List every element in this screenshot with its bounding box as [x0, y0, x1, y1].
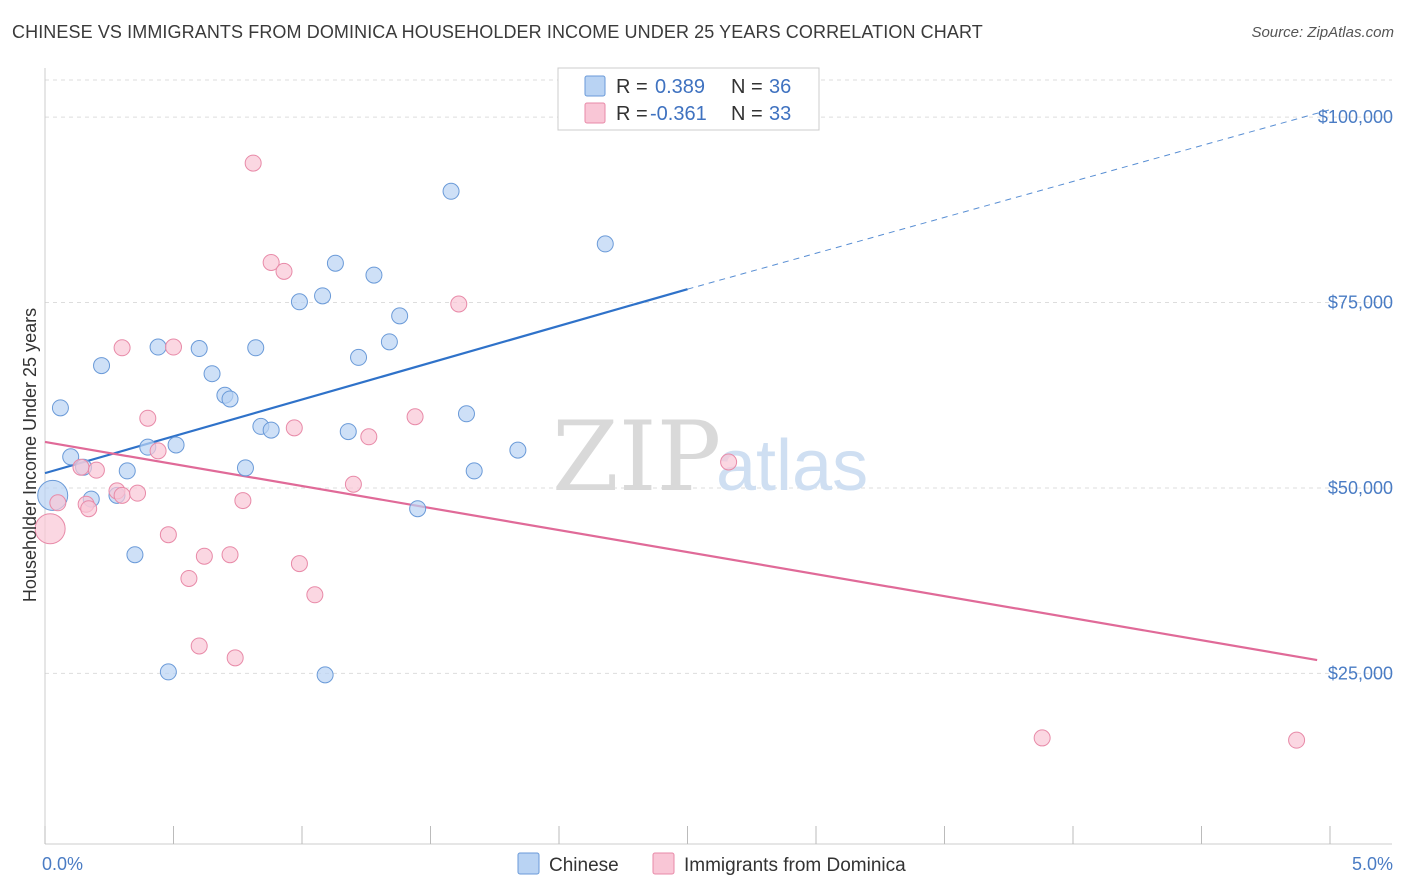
dominica-point [180, 569, 198, 587]
x-tick-label-min: 0.0% [42, 854, 83, 874]
chinese-point [596, 235, 614, 253]
dominica-point [344, 475, 362, 493]
dominica-point [80, 500, 98, 518]
chinese-point [159, 663, 177, 681]
chinese-point [365, 266, 383, 284]
chinese-point [316, 666, 334, 684]
chinese-point [93, 357, 111, 375]
axes [44, 68, 1392, 845]
dominica-point [306, 586, 324, 604]
dominica-point [195, 547, 213, 565]
chinese-point [442, 182, 460, 200]
legend-n-value: 33 [769, 103, 791, 125]
y-tick-label: $50,000 [1328, 478, 1393, 498]
chinese-point [290, 293, 308, 311]
x-tick-labels: 0.0% 5.0% [42, 854, 1393, 874]
series-legend-swatch-dominica [652, 852, 675, 875]
legend-n-value: 36 [769, 76, 791, 98]
x-tick-label-max: 5.0% [1352, 854, 1393, 874]
watermark-zip: ZIP [552, 401, 721, 513]
watermark-atlas: atlas [716, 426, 868, 506]
dominica-point [149, 442, 167, 460]
dominica-point [290, 555, 308, 573]
chinese-point [380, 333, 398, 351]
legend-r-value: 0.389 [655, 76, 705, 98]
dominica-point [139, 409, 157, 427]
legend-r-label: R = [616, 76, 648, 98]
chinese-trend-extension [687, 109, 1331, 290]
dominica-point [165, 338, 182, 356]
dominica-point [450, 295, 468, 313]
chinese-point [118, 462, 136, 480]
chinese-point [221, 390, 239, 408]
chinese-point [326, 254, 344, 272]
dominica-point [190, 637, 208, 655]
dominica-trend-line [44, 440, 1318, 662]
chinese-point [190, 340, 208, 358]
chinese-point [236, 459, 254, 477]
y-tick-label: $100,000 [1318, 107, 1393, 127]
dominica-point [129, 484, 147, 502]
legend-swatch-dominica [584, 102, 606, 124]
chinese-point [314, 287, 332, 305]
dominica-point [221, 546, 239, 564]
series-legend-swatch-chinese [517, 852, 540, 875]
chinese-point [262, 421, 280, 439]
chinese-point [509, 441, 527, 459]
chinese-point [350, 348, 368, 366]
chinese-point [409, 500, 427, 518]
chinese-point [126, 546, 144, 564]
dominica-point [406, 408, 424, 426]
dominica-point [34, 513, 66, 545]
dominica-point [226, 649, 244, 667]
legend-n-label: N = [731, 103, 763, 125]
legend-r-value: -0.361 [650, 103, 707, 125]
chinese-point [391, 307, 409, 325]
legend-r-label: R = [616, 103, 648, 125]
dominica-point [360, 428, 378, 446]
chinese-point [457, 405, 475, 423]
chart-title: CHINESE VS IMMIGRANTS FROM DOMINICA HOUS… [12, 22, 983, 42]
chinese-point [167, 436, 185, 454]
data-points [34, 154, 1306, 749]
chinese-point [339, 423, 357, 441]
y-tick-labels: $25,000 $50,000 $75,000 $100,000 [1318, 107, 1393, 683]
dominica-point [275, 262, 293, 280]
y-axis-label: Householder Income Under 25 years [20, 308, 40, 602]
y-tick-label: $75,000 [1328, 293, 1393, 313]
dominica-point [234, 492, 252, 510]
chinese-point [62, 448, 80, 466]
dominica-point [262, 253, 280, 271]
dominica-point [285, 419, 303, 437]
legend-n-label: N = [731, 76, 763, 98]
series-legend-label-chinese: Chinese [549, 855, 619, 876]
dominica-point [113, 339, 131, 357]
chinese-point [465, 462, 483, 480]
dominica-point [1033, 729, 1051, 747]
dominica-point [113, 486, 131, 504]
source-credit: Source: ZipAtlas.com [1251, 24, 1394, 41]
y-tick-label: $25,000 [1328, 663, 1393, 683]
legend-swatch-chinese [584, 75, 606, 97]
dominica-point [244, 154, 262, 172]
grid-lines [45, 79, 1392, 674]
trend-lines [44, 109, 1331, 662]
chinese-point [51, 399, 69, 417]
chinese-point [203, 365, 221, 383]
dominica-point [49, 494, 67, 512]
dominica-point [87, 461, 105, 479]
chinese-point [149, 338, 167, 356]
series-legend-label-dominica: Immigrants from Dominica [684, 855, 906, 876]
correlation-legend: R = 0.389 N = 36 R = -0.361 N = 33 [557, 67, 820, 131]
chinese-point [247, 339, 265, 357]
dominica-point [159, 526, 177, 544]
dominica-point [72, 458, 90, 476]
series-legend: Chinese Immigrants from Dominica [517, 852, 906, 876]
dominica-point [1288, 731, 1306, 749]
dominica-point [720, 453, 738, 471]
